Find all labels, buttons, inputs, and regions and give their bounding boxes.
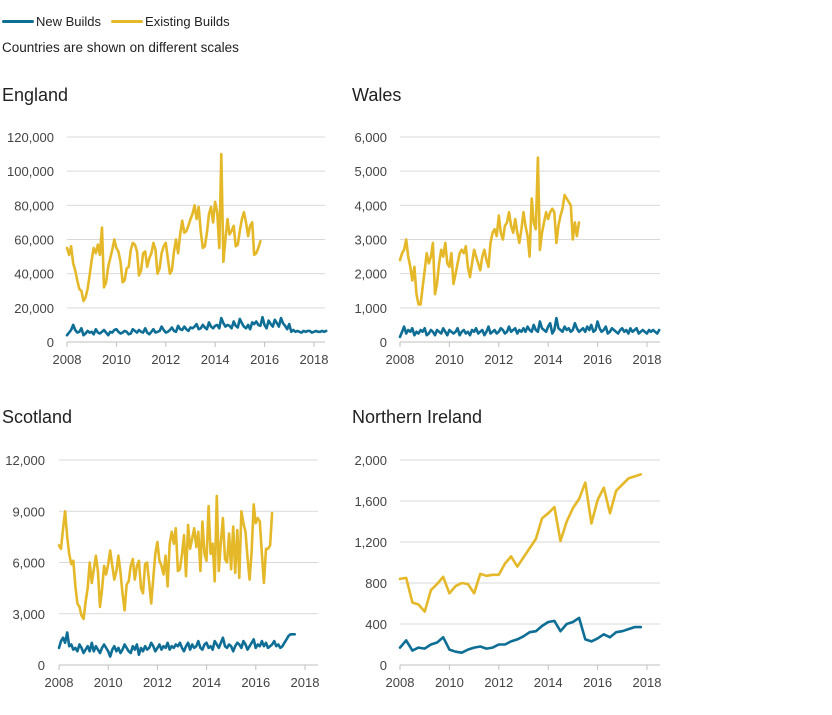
- existing-builds-swatch: [111, 19, 144, 23]
- scotland-x-tick-label: 2008: [45, 675, 74, 690]
- scotland-new-builds-line: [57, 631, 297, 658]
- england-title: England: [2, 85, 68, 105]
- scotland-existing-builds-line: [57, 494, 274, 621]
- wales-x-tick-label: 2010: [435, 352, 464, 367]
- scotland-x-tick-label: 2014: [192, 675, 221, 690]
- england-x-tick-label: 2012: [151, 352, 180, 367]
- scotland-x-tick-label: 2016: [241, 675, 270, 690]
- england-y-tick-label: 20,000: [14, 301, 54, 316]
- scotland-x-tick-label: 2012: [143, 675, 172, 690]
- northern-ireland-x-tick-label: 2012: [484, 675, 513, 690]
- england-x-tick-label: 2008: [53, 352, 82, 367]
- legend-label-existing-builds: Existing Builds: [145, 13, 230, 29]
- wales-y-tick-label: 1,000: [354, 301, 387, 316]
- scotland-title: Scotland: [2, 407, 72, 427]
- england-new-builds-line: [65, 315, 328, 337]
- wales-title: Wales: [352, 85, 401, 105]
- chart-scotland: Scotland 0 3,000 6,000 9,000 12,000 2008 2010 20…: [2, 407, 319, 690]
- northern-ireland-y-tick-label: 2,000: [354, 453, 387, 468]
- new-builds-swatch: [2, 19, 34, 23]
- scotland-y-tick-label: 12,000: [5, 453, 45, 468]
- northern-ireland-new-builds-line: [398, 616, 643, 655]
- england-x-tick-label: 2016: [250, 352, 279, 367]
- wales-existing-builds-line: [398, 156, 581, 306]
- northern-ireland-title: Northern Ireland: [352, 407, 482, 427]
- wales-x-tick-label: 2012: [484, 352, 513, 367]
- northern-ireland-y-tick-label: 1,600: [354, 494, 387, 509]
- wales-y-tick-label: 6,000: [354, 130, 387, 145]
- northern-ireland-y-tick-label: 0: [380, 658, 387, 673]
- northern-ireland-x-tick-label: 2008: [386, 675, 415, 690]
- england-y-tick-label: 100,000: [7, 164, 54, 179]
- england-y-tick-label: 120,000: [7, 130, 54, 145]
- northern-ireland-y-tick-label: 800: [365, 576, 387, 591]
- northern-ireland-y-tick-label: 1,200: [354, 535, 387, 550]
- england-y-tick-label: 0: [47, 335, 54, 350]
- northern-ireland-x-tick-label: 2014: [534, 675, 563, 690]
- legend-item-new-builds: New Builds: [2, 14, 101, 29]
- northern-ireland-x-tick-label: 2010: [435, 675, 464, 690]
- northern-ireland-x-tick-label: 2018: [633, 675, 662, 690]
- northern-ireland-x-tick-label: 2016: [583, 675, 612, 690]
- england-x-tick-label: 2014: [201, 352, 230, 367]
- scotland-x-tick-label: 2018: [291, 675, 320, 690]
- wales-y-tick-label: 3,000: [354, 233, 387, 248]
- legend-label-new-builds: New Builds: [36, 13, 102, 29]
- legend-item-existing-builds: Existing Builds: [111, 14, 230, 29]
- wales-new-builds-line: [398, 316, 661, 339]
- chart-england: England 0 20,000 40,000 60,000 80,000 100,000 1…: [2, 85, 328, 367]
- england-x-tick-label: 2010: [102, 352, 131, 367]
- england-existing-builds-line: [65, 152, 262, 303]
- england-y-tick-label: 80,000: [14, 198, 54, 213]
- scotland-x-tick-label: 2010: [94, 675, 123, 690]
- chart-northern-ireland: Northern Ireland 0 400 800 1,200 1,600 2,000 20…: [352, 407, 661, 690]
- scale-note: Countries are shown on different scales: [2, 40, 239, 55]
- scotland-y-tick-label: 9,000: [12, 504, 45, 519]
- england-y-tick-label: 60,000: [14, 233, 54, 248]
- england-x-tick-label: 2018: [300, 352, 329, 367]
- scotland-y-tick-label: 6,000: [12, 556, 45, 571]
- wales-y-tick-label: 5,000: [354, 164, 387, 179]
- wales-y-tick-label: 0: [380, 335, 387, 350]
- wales-y-tick-label: 4,000: [354, 198, 387, 213]
- scotland-y-tick-label: 0: [38, 658, 45, 673]
- wales-x-tick-label: 2016: [583, 352, 612, 367]
- england-y-tick-label: 40,000: [14, 267, 54, 282]
- wales-y-tick-label: 2,000: [354, 267, 387, 282]
- chart-wales: Wales 0 1,000 2,000 3,000 4,000 5,000 6,000 2008…: [352, 85, 661, 367]
- scotland-y-tick-label: 3,000: [12, 607, 45, 622]
- wales-x-tick-label: 2014: [534, 352, 563, 367]
- northern-ireland-existing-builds-line: [398, 473, 643, 614]
- wales-x-tick-label: 2008: [386, 352, 415, 367]
- northern-ireland-y-tick-label: 400: [365, 617, 387, 632]
- wales-x-tick-label: 2018: [633, 352, 662, 367]
- legend: New Builds Existing Builds: [2, 12, 240, 30]
